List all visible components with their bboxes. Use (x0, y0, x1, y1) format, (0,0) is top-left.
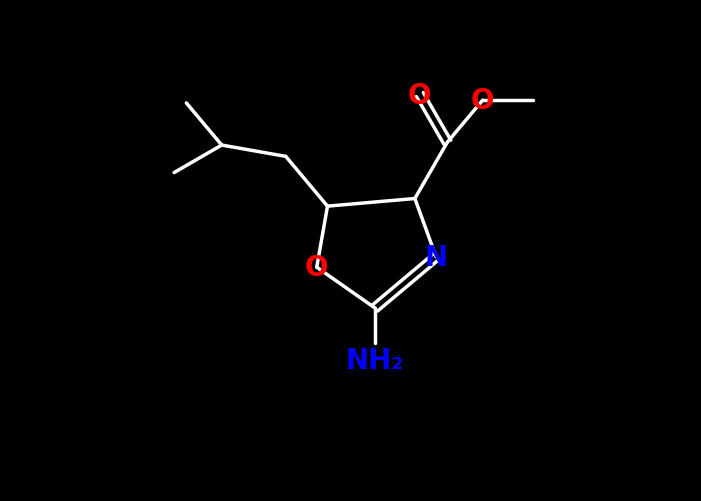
Text: O: O (305, 254, 329, 282)
Text: NH₂: NH₂ (346, 346, 404, 374)
Text: N: N (425, 243, 448, 271)
Text: O: O (471, 87, 494, 115)
Text: O: O (408, 82, 432, 109)
